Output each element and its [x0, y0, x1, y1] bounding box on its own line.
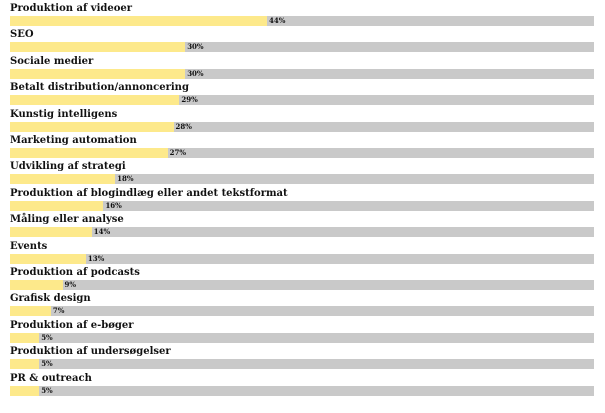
value-label: 28% [175, 121, 192, 131]
category-label: Events [10, 240, 48, 252]
bar-row: Grafisk design 7% [0, 290, 605, 317]
category-label: Marketing automation [10, 135, 137, 146]
bar-row: Kunstig intelligens 28% [0, 106, 605, 132]
value-label: 13% [87, 253, 105, 263]
bar-row: Produktion af podcasts 9% [0, 264, 605, 290]
bar-fill [10, 68, 186, 79]
bar-row: Produktion af videoer 44% [0, 0, 605, 26]
bar-track: 30% [10, 42, 594, 53]
bar-fill [10, 359, 40, 370]
bar-track: 44% [10, 16, 594, 26]
category-label: Produktion af e-bøger [10, 319, 134, 331]
category-label: Produktion af undersøgelser [10, 346, 171, 358]
category-label: Produktion af podcasts [10, 267, 140, 278]
value-label: 5% [41, 332, 53, 342]
category-label: Produktion af blogindlæg eller andet tek… [10, 187, 288, 199]
bar-track: 16% [10, 200, 594, 211]
value-label: 9% [64, 280, 77, 289]
bar-track: 28% [10, 121, 594, 132]
bar-row: Produktion af blogindlæg eller andet tek… [0, 185, 605, 211]
bar-track: 5% [10, 332, 594, 343]
category-label: Grafisk design [10, 293, 91, 305]
value-label: 44% [268, 16, 286, 25]
category-label: PR & outreach [10, 372, 92, 384]
bar-row: Events 13% [0, 238, 605, 264]
bar-fill [10, 385, 40, 396]
bar-row: Produktion af e-bøger 5% [0, 317, 605, 343]
bar-fill [10, 174, 116, 185]
bar-fill [10, 200, 104, 211]
bar-row: Marketing automation 27% [0, 132, 605, 158]
bar-fill [10, 332, 40, 343]
value-label: 14% [93, 227, 111, 237]
category-label: SEO [10, 29, 34, 41]
bar-fill [10, 121, 174, 132]
bar-fill [10, 95, 180, 106]
value-label: 30% [187, 68, 204, 78]
bar-row: Produktion af undersøgelser 5% [0, 343, 605, 370]
value-label: 16% [105, 200, 122, 210]
value-label: 7% [52, 306, 65, 316]
bar-fill [10, 148, 168, 158]
category-label: Udvikling af strategi [10, 161, 126, 173]
value-label: 29% [181, 95, 198, 105]
bar-track: 13% [10, 253, 594, 264]
value-label: 27% [169, 148, 187, 157]
category-label: Måling eller analyse [10, 214, 124, 226]
bar-track: 27% [10, 148, 594, 158]
category-label: Produktion af videoer [10, 3, 133, 14]
bar-row: Betalt distribution/annoncering 29% [0, 79, 605, 106]
bar-track: 9% [10, 280, 594, 290]
bar-fill [10, 306, 51, 317]
bar-track: 5% [10, 385, 594, 396]
bar-track: 5% [10, 359, 594, 370]
bar-track: 18% [10, 174, 594, 185]
bar-row: PR & outreach 5% [0, 370, 605, 396]
category-label: Sociale medier [10, 55, 94, 67]
value-label: 18% [117, 174, 134, 184]
bar-track: 30% [10, 68, 594, 79]
bar-track: 29% [10, 95, 594, 106]
bar-fill [10, 253, 86, 264]
category-label: Kunstig intelligens [10, 108, 118, 120]
bar-fill [10, 42, 186, 53]
bar-row: Måling eller analyse 14% [0, 211, 605, 238]
bar-fill [10, 280, 63, 290]
value-label: 5% [41, 359, 53, 369]
bar-fill [10, 227, 92, 238]
bar-row: SEO 30% [0, 26, 605, 53]
bar-track: 14% [10, 227, 594, 238]
bar-row: Udvikling af strategi 18% [0, 158, 605, 185]
bar-row: Sociale medier 30% [0, 53, 605, 79]
category-label: Betalt distribution/annoncering [10, 82, 189, 94]
value-label: 30% [187, 42, 204, 52]
bar-fill [10, 16, 267, 26]
bar-track: 7% [10, 306, 594, 317]
value-label: 5% [41, 385, 53, 395]
